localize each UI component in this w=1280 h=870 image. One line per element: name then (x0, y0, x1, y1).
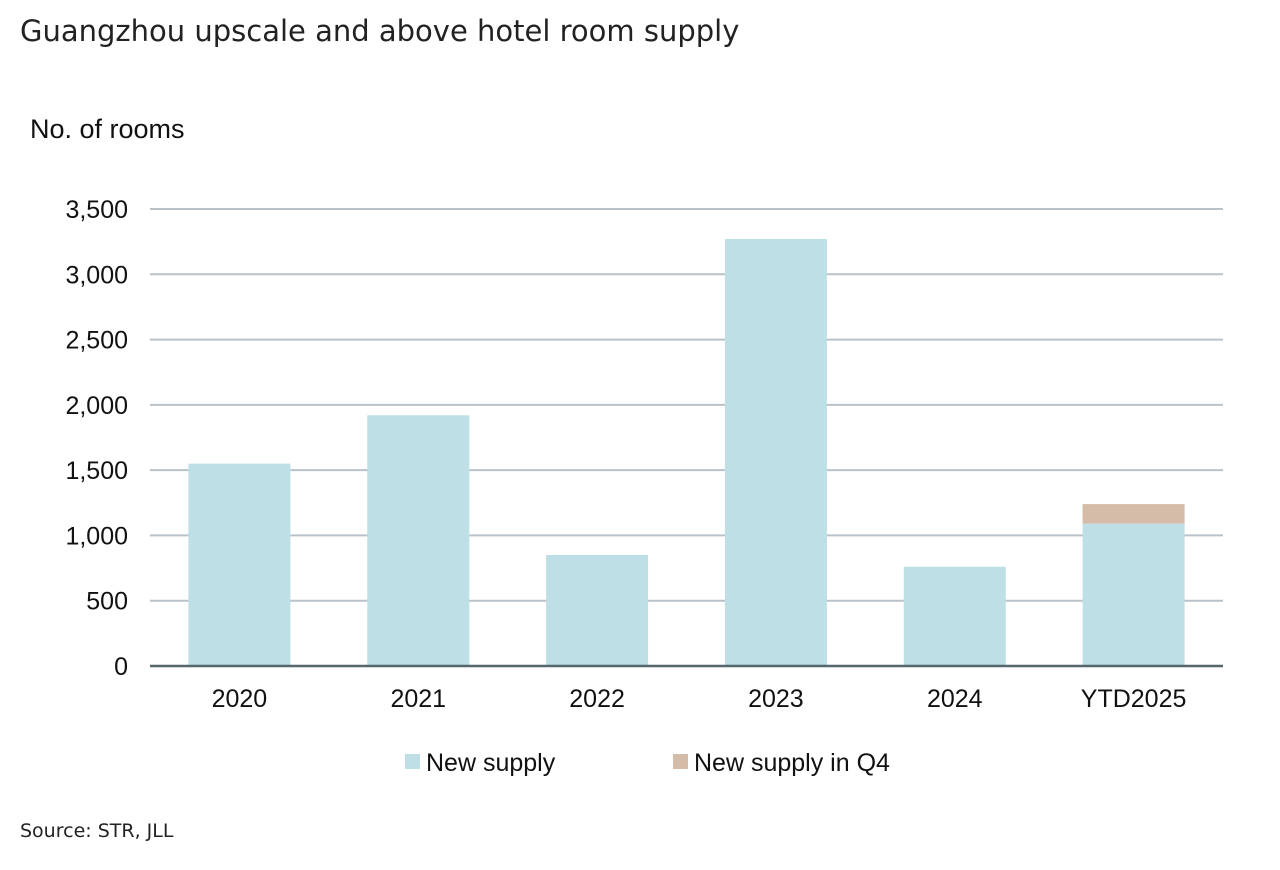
legend-label: New supply in Q4 (694, 749, 890, 777)
bar (1082, 504, 1185, 524)
legend-swatch (405, 754, 420, 769)
gridlines (150, 208, 1223, 602)
x-tick-label: 2022 (569, 685, 625, 713)
y-tick-label: 3,500 (65, 196, 128, 224)
chart-title: Guangzhou upscale and above hotel room s… (20, 14, 740, 48)
legend-swatch (673, 754, 688, 769)
x-tick-label: 2023 (748, 685, 804, 713)
y-tick-label: 1,000 (65, 522, 128, 550)
bar (903, 566, 1006, 666)
bar (367, 415, 470, 666)
source-note: Source: STR, JLL (20, 820, 174, 842)
y-tick-label: 2,000 (65, 392, 128, 420)
bar (1082, 523, 1185, 666)
x-tick-label: YTD2025 (1081, 685, 1187, 713)
bar (724, 239, 827, 666)
x-tick-label: 2021 (390, 685, 446, 713)
bars (188, 239, 1185, 666)
x-tick-label: 2020 (212, 685, 268, 713)
legend-label: New supply (426, 749, 556, 777)
y-tick-label: 1,500 (65, 457, 128, 485)
x-tick-label: 2024 (927, 685, 983, 713)
y-tick-label: 500 (86, 588, 128, 616)
y-tick-label: 0 (114, 653, 128, 681)
legend: New supply New supply in Q4 (405, 749, 890, 777)
axes: 0 500 1,000 1,500 2,000 2,500 3,000 3,500 2020 20… (65, 196, 1223, 713)
y-tick-label: 2,500 (65, 327, 128, 355)
y-tick-label: 3,000 (65, 261, 128, 289)
bar (188, 463, 291, 666)
y-axis-title: No. of rooms (30, 114, 185, 144)
bar (546, 555, 649, 666)
